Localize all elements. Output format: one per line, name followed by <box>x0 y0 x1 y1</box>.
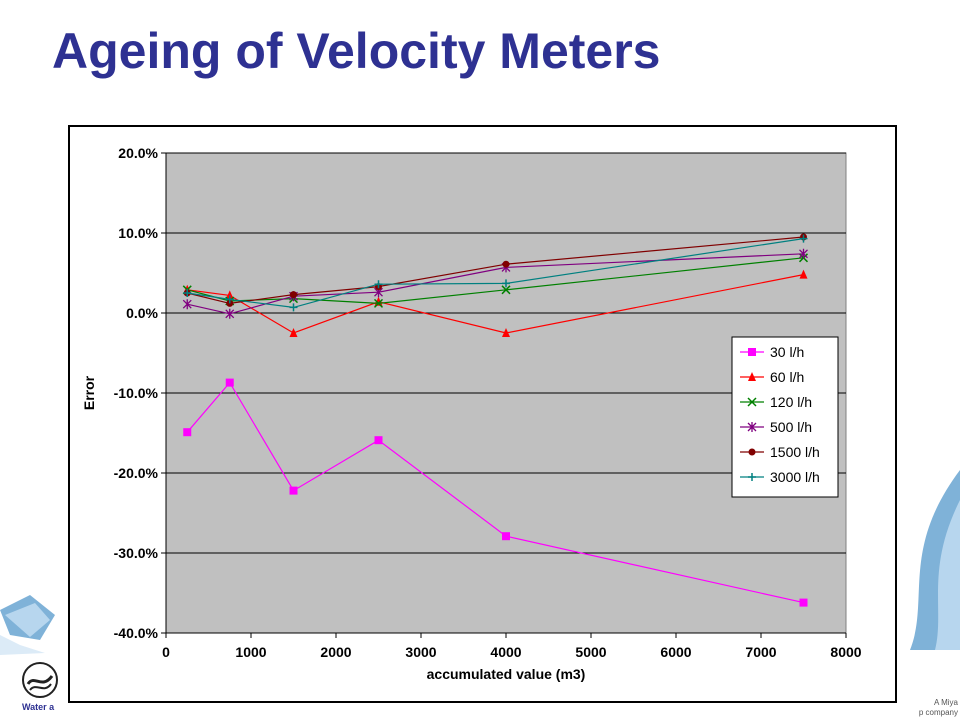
brand-text-right: A Miya p company <box>919 698 958 718</box>
legend-swatch-marker <box>748 448 756 456</box>
decorative-wave-right <box>910 470 960 650</box>
y-tick-label: 20.0% <box>118 145 158 161</box>
legend-label: 60 l/h <box>770 369 804 385</box>
data-point-2-3 <box>373 298 384 308</box>
legend-label: 500 l/h <box>770 419 812 435</box>
series-line-3 <box>187 253 804 315</box>
x-tick-label: 2000 <box>320 644 351 660</box>
data-point-5-2 <box>289 303 298 312</box>
data-point-3-5 <box>799 248 808 259</box>
y-tick-label: -40.0% <box>114 625 159 641</box>
data-point-0-5 <box>799 598 808 607</box>
x-tick-label: 6000 <box>660 644 691 660</box>
brand-line-2: p company <box>918 708 958 717</box>
data-point-1-4 <box>502 328 510 337</box>
data-point-5-5 <box>799 234 808 243</box>
y-tick-label: -10.0% <box>114 385 159 401</box>
legend-label: 120 l/h <box>770 394 812 410</box>
y-tick-label: -30.0% <box>114 545 159 561</box>
series-line-2 <box>187 257 804 305</box>
data-point-2-4 <box>501 285 511 295</box>
legend-swatch-marker <box>748 372 756 381</box>
y-axis-title: Error <box>81 375 97 410</box>
company-logo-icon <box>22 662 58 698</box>
series-line-5 <box>187 238 804 309</box>
legend-label: 3000 l/h <box>770 469 820 485</box>
decorative-wave-left <box>0 595 55 655</box>
series-line-4 <box>187 236 804 305</box>
x-tick-label: 8000 <box>830 644 861 660</box>
data-point-1-5 <box>799 269 808 279</box>
legend-swatch-marker <box>747 397 757 407</box>
data-point-4-4 <box>502 260 510 268</box>
data-point-5-4 <box>502 279 510 288</box>
legend-box <box>731 336 839 498</box>
chart-frame: 20.0% 10.0% 0.0% -10.0% -20.0% -30.0% -40.0% 0 1… <box>68 125 897 703</box>
data-point-0-2 <box>289 486 298 495</box>
legend-label: 30 l/h <box>770 344 804 360</box>
data-point-4-2 <box>290 291 297 299</box>
line-chart: 20.0% 10.0% 0.0% -10.0% -20.0% -30.0% -40.0%0 1… <box>81 145 862 682</box>
brand-text-left: Water a <box>22 702 55 712</box>
legend-swatch-marker <box>747 422 757 432</box>
slide-title: Ageing of Velocity Meters <box>52 23 661 79</box>
data-point-0-0 <box>183 428 192 437</box>
x-tick-label: 1000 <box>235 644 266 660</box>
y-tick-label: 10.0% <box>118 225 158 241</box>
series-line-0 <box>186 381 804 604</box>
x-axis-title: accumulated value (m3) <box>427 666 586 682</box>
data-point-1-2 <box>289 328 298 337</box>
brand-line-1: A Miya <box>933 698 958 707</box>
data-point-3-1 <box>225 308 235 319</box>
data-point-1-1 <box>225 290 234 300</box>
data-point-3-0 <box>182 299 192 310</box>
y-tick-label: -20.0% <box>114 465 159 481</box>
series-line-1 <box>187 274 804 334</box>
x-tick-label: 0 <box>162 644 170 660</box>
x-tick-label: 4000 <box>490 644 521 660</box>
data-point-0-1 <box>225 378 234 387</box>
x-tick-label: 7000 <box>745 644 776 660</box>
legend-swatch-marker <box>748 473 756 481</box>
legend-label: 1500 l/h <box>770 444 820 460</box>
legend-swatch-marker <box>748 348 756 356</box>
y-tick-label: 0.0% <box>126 305 158 321</box>
data-point-0-3 <box>374 436 383 445</box>
data-point-5-1 <box>225 295 234 304</box>
data-point-0-4 <box>502 532 510 541</box>
x-tick-label: 5000 <box>575 644 606 660</box>
x-tick-label: 3000 <box>405 644 436 660</box>
data-point-5-3 <box>374 280 383 289</box>
data-point-5-0 <box>183 289 192 297</box>
